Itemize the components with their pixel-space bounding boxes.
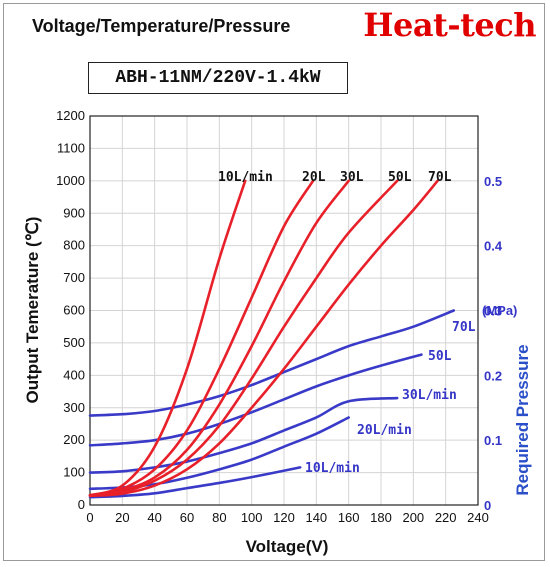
y-tick-label: 200: [63, 432, 85, 447]
pressure-series-label: 20L/min: [357, 423, 412, 438]
chart-frame: [3, 3, 545, 561]
pressure-series-label: 10L/min: [305, 461, 360, 476]
temperature-series-line: [88, 179, 439, 498]
y-tick-label: 400: [63, 367, 85, 382]
x-tick-label: 240: [467, 510, 489, 525]
temperature-series-label: 70L: [428, 170, 452, 185]
pressure-series-line: [88, 309, 456, 417]
temperature-series-label: 10L/min: [218, 170, 273, 185]
y-tick-label: 1100: [57, 140, 85, 155]
y2-tick-label: 0.5: [484, 174, 502, 189]
axes: [89, 115, 479, 506]
ticks: 0 20 40 60 80 100 120 140 160 180 200 220 2400100200…: [56, 108, 503, 525]
temperature-series-line: [88, 179, 350, 497]
y-tick-label: 1200: [56, 108, 85, 123]
pressure-series-line: [88, 466, 302, 499]
x-tick-label: 80: [212, 510, 226, 525]
y-tick-label: 800: [63, 238, 85, 253]
pressure-series-label: 70L: [452, 320, 476, 335]
x-tick-label: 120: [273, 510, 295, 525]
y-tick-label: 300: [63, 400, 85, 415]
pressure-series-label: 50L: [428, 349, 452, 364]
y-tick-label: 700: [63, 270, 85, 285]
x-tick-label: 20: [115, 510, 129, 525]
y2-axis-unit: (MPa): [482, 303, 517, 318]
y-tick-label: 500: [63, 335, 85, 350]
plot-area: [89, 115, 479, 506]
series: [88, 179, 456, 499]
y-tick-label: 100: [63, 465, 85, 480]
y2-tick-label: 0.4: [484, 239, 503, 254]
y2-tick-label: 0.3: [484, 304, 502, 319]
page-title: Voltage/Temperature/Pressure: [32, 16, 291, 36]
pressure-series-label: 30L/min: [402, 388, 457, 403]
y-tick-label: 900: [63, 205, 85, 220]
brand-logo: Heat-tech: [363, 6, 536, 44]
temperature-series-line: [88, 179, 315, 497]
temperature-series-label: 20L: [302, 170, 326, 185]
x-tick-label: 40: [147, 510, 161, 525]
pressure-series-line: [88, 353, 423, 447]
x-tick-label: 220: [435, 510, 457, 525]
y2-tick-label: 0.2: [484, 368, 502, 383]
x-tick-label: 160: [338, 510, 360, 525]
x-tick-label: 60: [180, 510, 194, 525]
temperature-series-line: [88, 179, 399, 497]
temperature-series-label: 30L: [340, 170, 364, 185]
y-tick-label: 1000: [56, 173, 85, 188]
model-label: ABH-11NM/220V-1.4kW: [88, 62, 348, 94]
y2-tick-label: 0.1: [484, 433, 502, 448]
temperature-series-line: [88, 179, 247, 497]
y-axis-label: Output Temerature (℃): [23, 217, 42, 404]
y-tick-label: 600: [63, 303, 85, 318]
x-tick-label: 0: [86, 510, 93, 525]
x-tick-label: 180: [370, 510, 392, 525]
y2-tick-label: 0: [484, 498, 491, 513]
x-tick-label: 200: [402, 510, 424, 525]
y-tick-label: 0: [78, 497, 85, 512]
x-tick-label: 100: [241, 510, 263, 525]
x-tick-label: 140: [305, 510, 327, 525]
y2-axis-label: Required Pressure: [513, 344, 532, 495]
temperature-series-label: 50L: [388, 170, 412, 185]
x-axis-label: Voltage(V): [246, 537, 329, 556]
